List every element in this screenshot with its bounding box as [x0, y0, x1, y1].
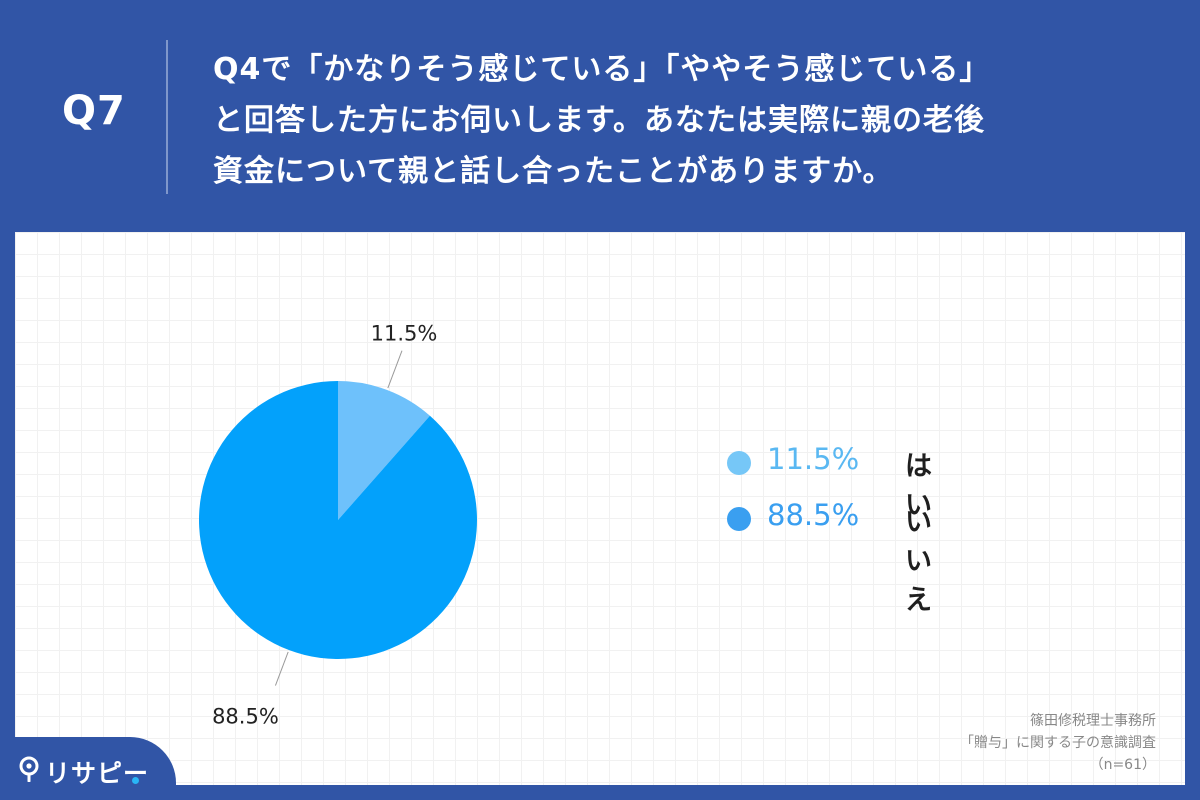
- brand-logo: リサピー: [0, 737, 176, 800]
- pie-chart: 11.5% 88.5%: [199, 322, 477, 729]
- question-line-3: 資金について親と話し合ったことがありますか。: [213, 154, 894, 189]
- legend-dot-yes: [727, 451, 751, 475]
- leader-line-yes: [387, 350, 403, 389]
- pie-slice-yes: [338, 381, 430, 520]
- source-line-1: 篠田修税理士事務所: [1030, 713, 1156, 729]
- question-line-1: Q4で「かなりそう感じている」「ややそう感じている」: [213, 52, 991, 87]
- legend-label-yes: はい: [905, 451, 932, 521]
- source-note: 篠田修税理士事務所 「贈与」に関する子の意識調査 （n=61）: [960, 710, 1156, 776]
- legend-percent-no: 88.5%: [767, 498, 860, 532]
- data-label-yes: 11.5%: [371, 322, 438, 346]
- question-line-2: と回答した方にお伺いします。あなたは実際に親の老後: [213, 103, 985, 138]
- chart-panel: 11.5% 88.5% 11.5% はい 88.5% いいえ 篠田修税理士事務所 …: [15, 232, 1185, 785]
- header-divider: [166, 40, 168, 194]
- brand-dot: [132, 777, 139, 784]
- leader-line-no: [274, 651, 289, 686]
- source-line-3: （n=61）: [1089, 757, 1156, 773]
- legend-dot-no: [727, 507, 751, 531]
- question-header: Q7 Q4で「かなりそう感じている」「ややそう感じている」 と回答した方にお伺い…: [0, 0, 1200, 232]
- legend-label-no: いいえ: [905, 507, 932, 616]
- data-label-no: 88.5%: [212, 705, 279, 729]
- source-line-2: 「贈与」に関する子の意識調査: [960, 735, 1156, 751]
- question-text: Q4で「かなりそう感じている」「ややそう感じている」 と回答した方にお伺いします…: [213, 44, 1173, 197]
- legend-percent-yes: 11.5%: [767, 442, 860, 476]
- brand-name: リサピー: [45, 759, 150, 788]
- question-number: Q7: [62, 88, 126, 134]
- map-pin-icon: [19, 756, 39, 782]
- pie-slice-no: [199, 381, 477, 659]
